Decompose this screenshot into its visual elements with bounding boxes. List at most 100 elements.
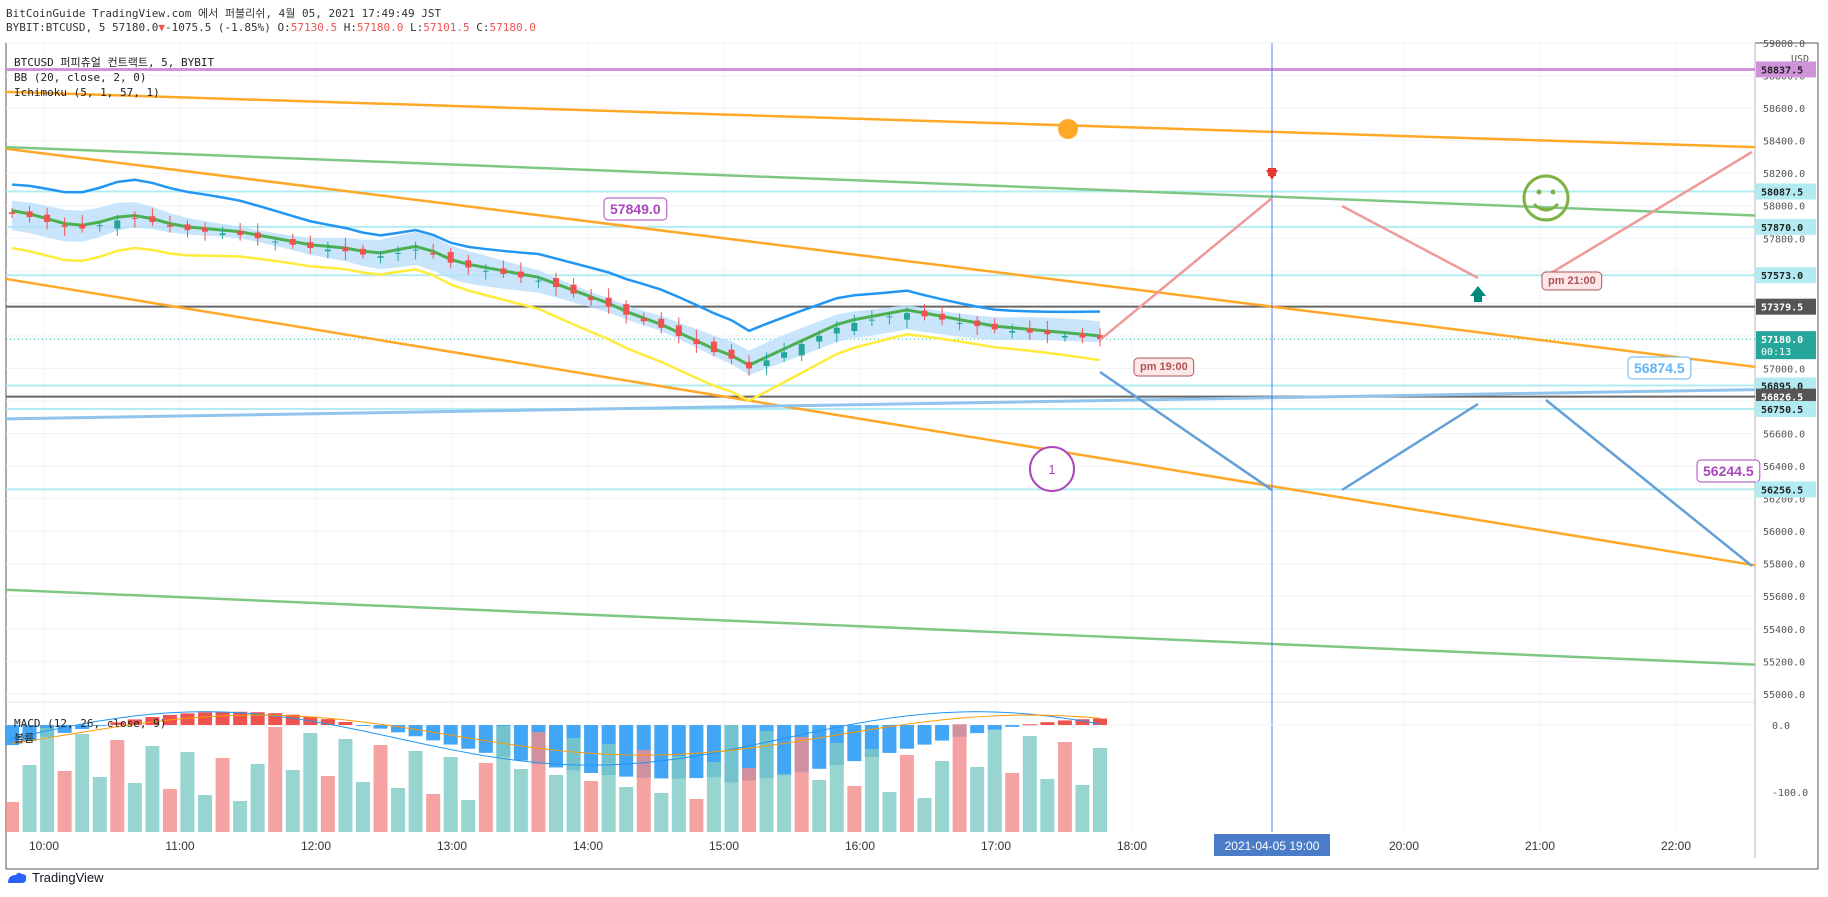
- macd-histogram-bar: [882, 725, 897, 753]
- candle-body: [79, 224, 86, 229]
- label-pm19-box: [1133, 357, 1195, 377]
- volume-bar: [742, 768, 757, 832]
- volume-bar: [584, 781, 599, 832]
- macd-histogram-bar: [5, 725, 19, 746]
- volume-bar: [987, 730, 1002, 832]
- volume-bar: [1005, 773, 1020, 832]
- tradingview-icon: [6, 871, 28, 885]
- candle-body: [254, 232, 261, 239]
- volume-bar: [250, 764, 265, 832]
- candle-body: [237, 230, 244, 236]
- macd-legend: MACD (12, 26, close, 9) 볼륨: [14, 716, 166, 746]
- candle-body: [26, 211, 33, 218]
- macd-histogram-bar: [127, 719, 142, 726]
- x-tick-label: 15:00: [709, 839, 739, 853]
- volume-bar: [636, 750, 651, 832]
- volume-bar: [285, 770, 300, 832]
- macd-histogram-bar: [268, 713, 283, 726]
- volume-bar: [952, 724, 967, 832]
- ohlc-line: BYBIT:BTCUSD, 5 57180.0▼-1075.5 (-1.85%)…: [6, 21, 536, 34]
- y-tick-label: 55600.0: [1763, 592, 1805, 603]
- price-label-box: [1756, 267, 1816, 284]
- macd-histogram-bar: [285, 714, 300, 726]
- volume-bar: [970, 767, 985, 832]
- macd-histogram-bar: [935, 725, 950, 741]
- candle-body: [991, 323, 998, 330]
- y-tick-label: 57800.0: [1763, 234, 1805, 245]
- macd-histogram-bar: [917, 725, 932, 745]
- bb-lower-band: [11, 246, 1101, 403]
- volume-bar: [759, 731, 774, 832]
- projection-down-blue-2: [1545, 399, 1753, 567]
- x-tick-label: 20:00: [1389, 839, 1419, 853]
- y-tick-label: 56400.0: [1763, 462, 1805, 473]
- brand-label: TradingView: [32, 870, 104, 885]
- trendline-orange-low: [5, 277, 1756, 567]
- macd-histogram-bar: [987, 725, 1002, 730]
- bubble-label: 1: [1048, 462, 1055, 477]
- axis-unit: USD: [1791, 54, 1809, 65]
- macd-histogram-bar: [742, 725, 757, 781]
- candle-body: [1079, 333, 1086, 338]
- macd-histogram-bar: [408, 725, 423, 737]
- candle-body: [359, 248, 366, 255]
- price-label: 56256.5: [1761, 485, 1803, 496]
- macd-histogram-bar: [478, 725, 493, 753]
- trendline-green-top: [5, 145, 1756, 217]
- label-57849: 57849.0: [610, 201, 661, 217]
- legend-bb: BB (20, close, 2, 0): [14, 71, 147, 84]
- volume-bar: [145, 746, 160, 832]
- volume-bar: [847, 786, 862, 832]
- macd-line: [11, 711, 1101, 766]
- bb-upper-band: [11, 178, 1101, 333]
- macd-histogram-bar: [549, 725, 563, 768]
- candle-body: [202, 227, 209, 232]
- candle-body: [324, 249, 331, 252]
- candle-body: [710, 341, 717, 353]
- candle-body: [605, 297, 612, 307]
- x-tick-label: 18:00: [1117, 839, 1147, 853]
- candle-body: [166, 225, 173, 227]
- candle-body: [289, 239, 296, 245]
- volume-bar: [268, 727, 283, 832]
- volume-bar: [391, 788, 406, 832]
- y-tick-label: 55000.0: [1763, 690, 1805, 701]
- volume-bar: [303, 733, 318, 832]
- candle-body: [44, 214, 51, 222]
- volume-bar: [829, 743, 844, 832]
- smiley-icon: [1522, 174, 1570, 222]
- candle-body: [658, 318, 665, 328]
- y-tick-label: 58400.0: [1763, 137, 1805, 148]
- label-pm21-box: [1541, 271, 1603, 291]
- volume-bar: [373, 745, 388, 832]
- candle-body: [974, 320, 981, 327]
- publish-line: BitCoinGuide TradingView.com 에서 퍼블리쉬, 4월…: [6, 7, 442, 20]
- candle-body: [377, 256, 384, 258]
- volume-bar: [549, 775, 563, 832]
- bubble-marker: [1029, 446, 1075, 492]
- x-tick-label: 22:00: [1661, 839, 1691, 853]
- tradingview-logo[interactable]: TradingView: [6, 870, 104, 885]
- candle-body: [886, 316, 893, 318]
- crosshair-date-box: [1214, 834, 1330, 856]
- projection-up-1: [1099, 197, 1273, 341]
- volume-bar: [671, 756, 686, 832]
- volume-bar: [180, 752, 195, 832]
- candle-body: [1009, 331, 1016, 333]
- volume-bar: [706, 762, 721, 832]
- candle-body: [816, 335, 823, 342]
- label-56874: 56874.5: [1634, 360, 1685, 376]
- volume-bar: [443, 757, 458, 832]
- candle-body: [746, 361, 753, 369]
- volume-bar: [899, 755, 914, 832]
- volume-bar: [110, 740, 125, 832]
- volume-bar: [320, 776, 335, 832]
- macd-histogram-bar: [847, 725, 862, 762]
- volume-bar: [233, 801, 248, 832]
- volume-bar: [215, 758, 230, 832]
- y-tick-label: 58600.0: [1763, 104, 1805, 115]
- price-label: 56895.0: [1761, 382, 1803, 393]
- y-tick-label: 56600.0: [1763, 430, 1805, 441]
- candle-body: [342, 247, 349, 252]
